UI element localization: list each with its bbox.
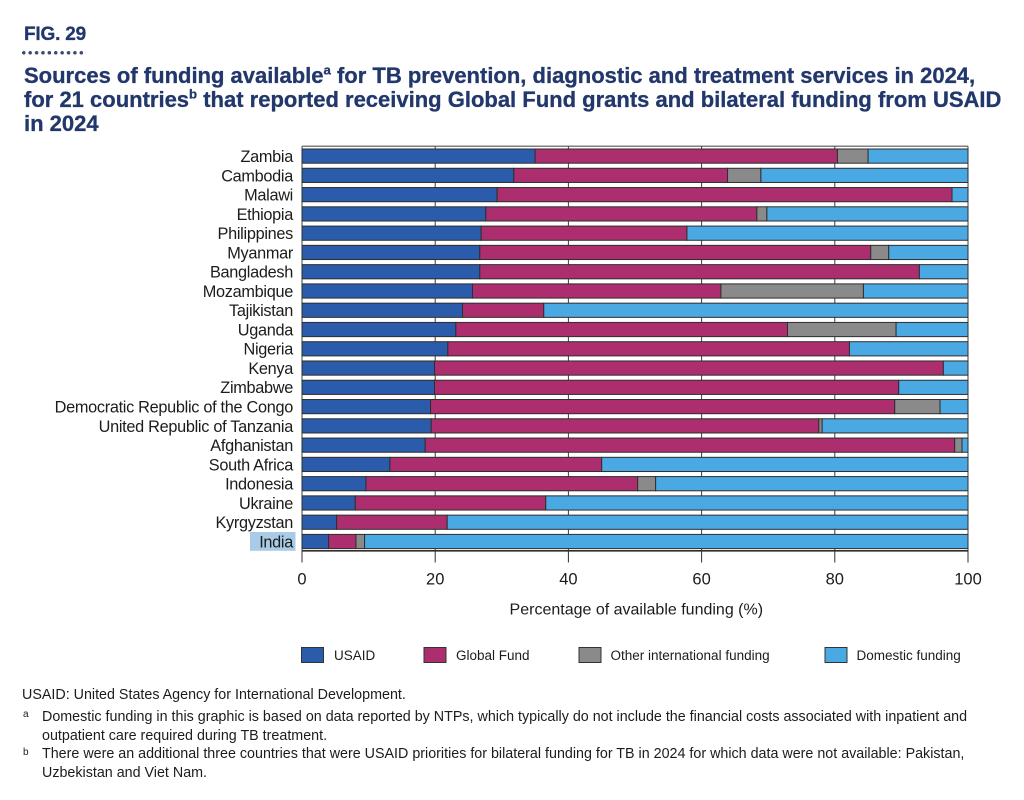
svg-text:Zambia: Zambia bbox=[241, 148, 295, 166]
svg-text:Global Fund: Global Fund bbox=[456, 648, 530, 663]
svg-text:India: India bbox=[259, 533, 294, 551]
svg-text:Zimbabwe: Zimbabwe bbox=[220, 379, 293, 397]
svg-text:Cambodia: Cambodia bbox=[221, 167, 294, 185]
svg-text:Malawi: Malawi bbox=[244, 187, 293, 205]
svg-text:Domestic funding: Domestic funding bbox=[857, 648, 961, 663]
svg-text:Bangladesh: Bangladesh bbox=[210, 264, 293, 282]
svg-text:Other international funding: Other international funding bbox=[611, 648, 770, 663]
svg-text:Percentage of available fundin: Percentage of available funding (%) bbox=[510, 602, 764, 619]
svg-text:100: 100 bbox=[954, 571, 982, 589]
svg-text:Afghanistan: Afghanistan bbox=[210, 437, 293, 455]
svg-text:Kenya: Kenya bbox=[248, 360, 294, 378]
svg-text:0: 0 bbox=[297, 571, 306, 589]
svg-text:Philippines: Philippines bbox=[218, 225, 294, 243]
svg-text:Nigeria: Nigeria bbox=[244, 341, 295, 359]
svg-text:Democratic Republic of the Con: Democratic Republic of the Congo bbox=[55, 399, 294, 417]
svg-text:Kyrgyzstan: Kyrgyzstan bbox=[215, 514, 293, 532]
svg-text:40: 40 bbox=[559, 571, 577, 589]
svg-text:Ukraine: Ukraine bbox=[239, 495, 293, 513]
svg-text:Indonesia: Indonesia bbox=[225, 476, 294, 494]
svg-text:United Republic of Tanzania: United Republic of Tanzania bbox=[99, 418, 295, 436]
svg-text:Mozambique: Mozambique bbox=[203, 283, 293, 301]
svg-text:60: 60 bbox=[692, 571, 710, 589]
svg-text:Myanmar: Myanmar bbox=[227, 244, 294, 262]
svg-text:South Africa: South Africa bbox=[209, 456, 294, 474]
svg-text:Tajikistan: Tajikistan bbox=[229, 302, 293, 320]
svg-text:80: 80 bbox=[826, 571, 844, 589]
svg-text:USAID: USAID bbox=[334, 648, 376, 663]
svg-text:Uganda: Uganda bbox=[238, 321, 294, 339]
svg-text:Ethiopia: Ethiopia bbox=[237, 206, 295, 224]
svg-text:20: 20 bbox=[426, 571, 444, 589]
